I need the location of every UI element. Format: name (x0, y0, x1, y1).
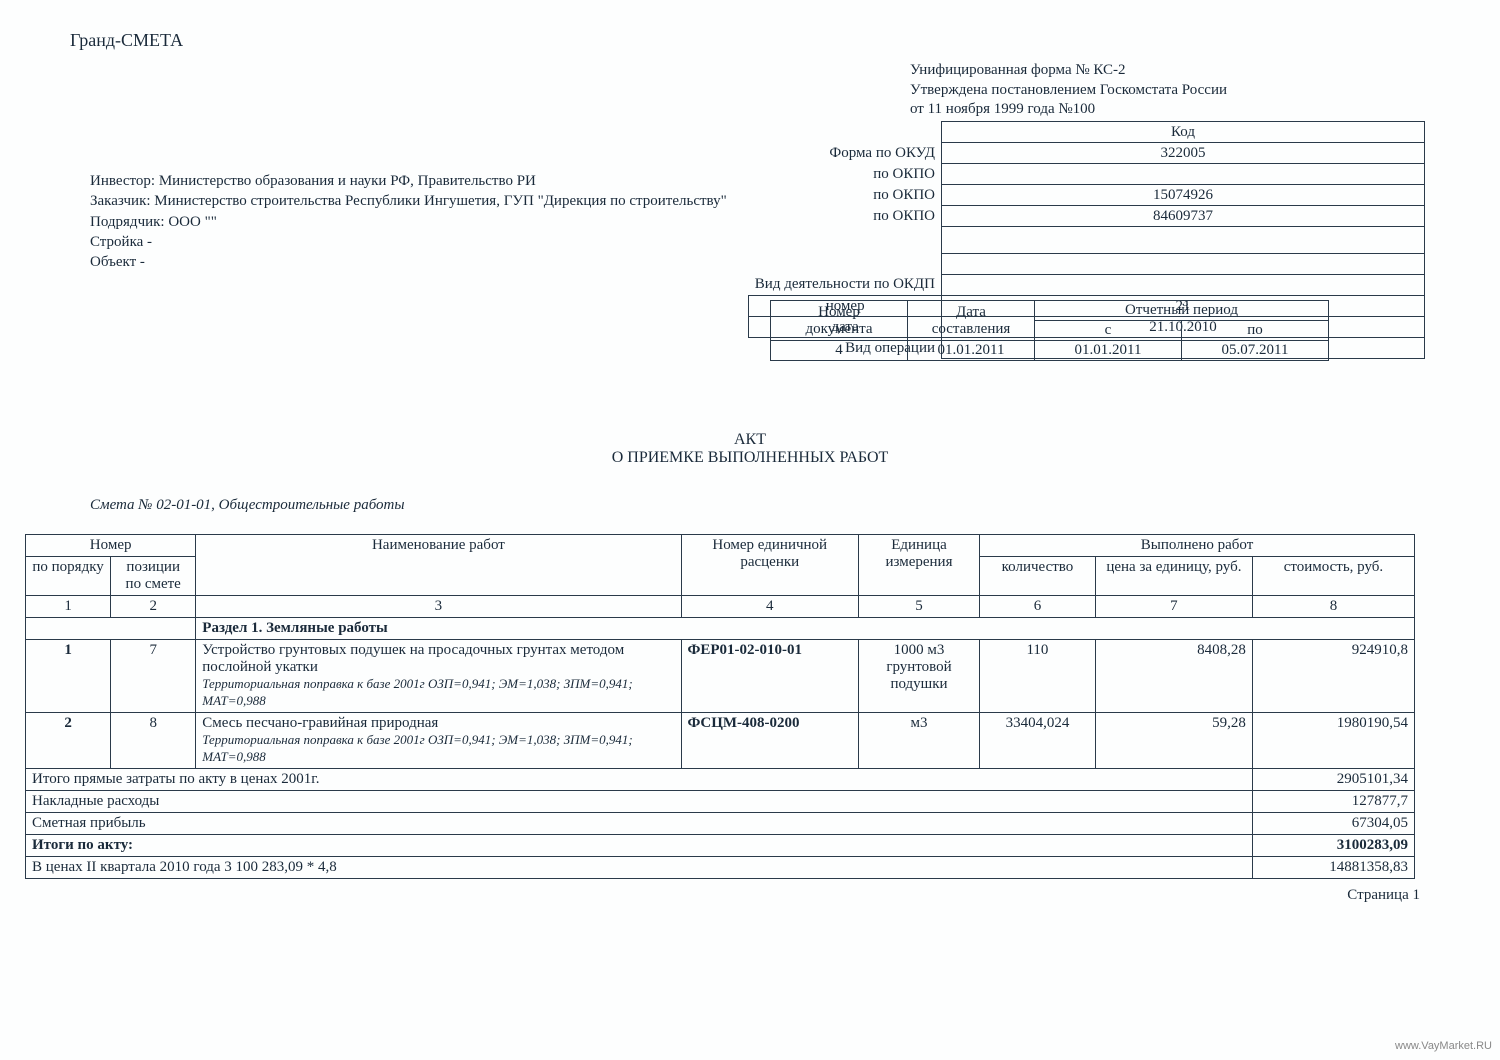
coln: 4 (681, 596, 858, 618)
coln: 5 (858, 596, 979, 618)
period-table: Номердокумента Датасоставления Отчетный … (770, 300, 1329, 361)
doc-title-1: АКТ (20, 431, 1480, 449)
total-row: В ценах II квартала 2010 года 3 100 283,… (26, 857, 1415, 879)
col-num-pos: позиции по смете (111, 557, 196, 596)
doc-title: АКТ О ПРИЕМКЕ ВЫПОЛНЕННЫХ РАБОТ (20, 431, 1480, 467)
code-value (942, 254, 1425, 275)
total-row: Итого прямые затраты по акту в ценах 200… (26, 769, 1415, 791)
coln: 6 (980, 596, 1096, 618)
period-docnum: 4 (771, 341, 908, 361)
code-label: по ОКПО (749, 206, 942, 227)
code-value (942, 164, 1425, 185)
col-name: Наименование работ (196, 535, 681, 596)
code-label: Форма по ОКУД (749, 143, 942, 164)
col-num-group: Номер (26, 535, 196, 557)
form-info-line: Утверждена постановлением Госкомстата Ро… (910, 81, 1227, 101)
period-header: Отчетный период (1035, 301, 1329, 321)
col-rate: Номер единичной расценки (681, 535, 858, 596)
code-label: по ОКПО (749, 164, 942, 185)
code-label (749, 254, 942, 275)
page-number: Страница 1 (20, 887, 1420, 904)
code-value: 15074926 (942, 185, 1425, 206)
coln: 3 (196, 596, 681, 618)
coln: 1 (26, 596, 111, 618)
total-row: Накладные расходы127877,7 (26, 791, 1415, 813)
col-num-order: по порядку (26, 557, 111, 596)
period-date: 01.01.2011 (908, 341, 1035, 361)
object-line: Объект - (90, 252, 727, 272)
code-label: Вид деятельности по ОКДП (749, 275, 942, 296)
table-row: 28Смесь песчано-гравийная природнаяТерри… (26, 713, 1415, 769)
total-row: Итоги по акту:3100283,09 (26, 835, 1415, 857)
col-cost: стоимость, руб. (1252, 557, 1414, 596)
codes-header: Код (942, 122, 1425, 143)
investor-line: Инвестор: Министерство образования и нау… (90, 171, 727, 191)
period-from-h: с (1035, 321, 1182, 341)
form-info: Унифицированная форма № КС-2 Утверждена … (910, 61, 1227, 120)
col-unit: Единица измерения (858, 535, 979, 596)
smeta-reference: Смета № 02-01-01, Общестроительные работ… (90, 497, 1480, 514)
customer-line: Заказчик: Министерство строительства Рес… (90, 191, 727, 211)
form-info-line: от 11 ноября 1999 года №100 (910, 100, 1227, 120)
col-qty: количество (980, 557, 1096, 596)
construction-line: Стройка - (90, 232, 727, 252)
parties-block: Инвестор: Министерство образования и нау… (90, 171, 727, 272)
watermark: www.VayMarket.RU (1395, 1040, 1492, 1052)
col-price: цена за единицу, руб. (1095, 557, 1252, 596)
code-value: 322005 (942, 143, 1425, 164)
app-title: Гранд-СМЕТА (70, 30, 1480, 51)
contractor-line: Подрядчик: ООО "" (90, 212, 727, 232)
code-label: по ОКПО (749, 185, 942, 206)
period-from: 01.01.2011 (1035, 341, 1182, 361)
total-row: Сметная прибыль67304,05 (26, 813, 1415, 835)
works-table: Номер Наименование работ Номер единичной… (25, 534, 1415, 879)
code-label (749, 227, 942, 254)
form-info-line: Унифицированная форма № КС-2 (910, 61, 1227, 81)
table-row: 17Устройство грунтовых подушек на просад… (26, 640, 1415, 713)
code-value (942, 227, 1425, 254)
period-to: 05.07.2011 (1182, 341, 1329, 361)
coln: 8 (1252, 596, 1414, 618)
code-value: 84609737 (942, 206, 1425, 227)
coln: 2 (111, 596, 196, 618)
period-to-h: по (1182, 321, 1329, 341)
col-done-group: Выполнено работ (980, 535, 1415, 557)
code-value (942, 275, 1425, 296)
doc-title-2: О ПРИЕМКЕ ВЫПОЛНЕННЫХ РАБОТ (20, 449, 1480, 467)
coln: 7 (1095, 596, 1252, 618)
section-title: Раздел 1. Земляные работы (196, 618, 1415, 640)
